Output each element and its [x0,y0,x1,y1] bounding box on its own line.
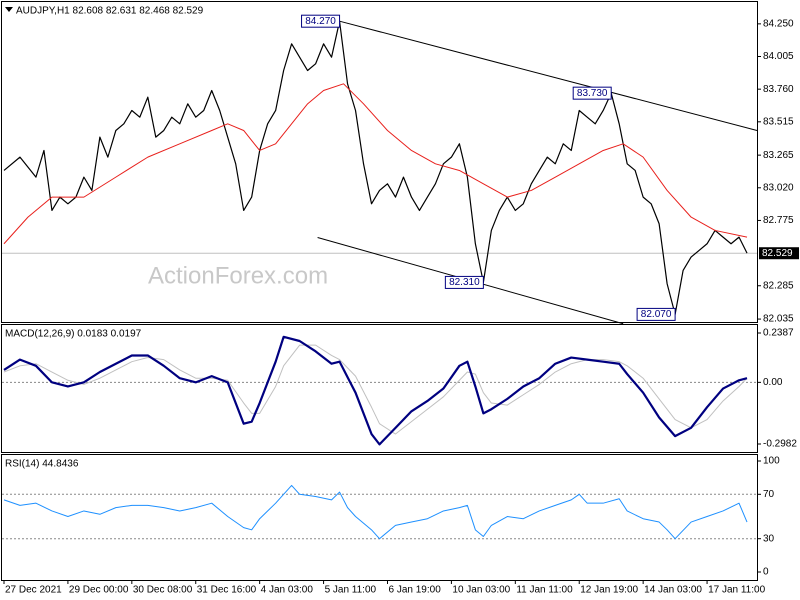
trendline [339,20,758,131]
y-tick-label: 83.515 [763,116,794,127]
x-tick-label: 5 Jan 11:00 [325,585,377,596]
panel-title: RSI(14) 44.8436 [5,459,79,470]
price-annotation: 84.270 [305,16,336,27]
x-tick-label: 31 Dec 16:00 [197,585,257,596]
x-tick-label: 6 Jan 19:00 [388,585,441,596]
y-tick-label: 0.00 [763,377,783,388]
x-tick-label: 4 Jan 03:00 [261,585,314,596]
series-line [3,335,748,446]
price-annotation: 83.730 [577,88,608,99]
x-tick-label: 27 Dec 2021 [5,585,62,596]
price-panel [1,1,758,323]
watermark: ActionForex.com [148,262,328,289]
x-tick-label: 17 Jan 11:00 [708,585,766,596]
price-annotation-box [301,14,341,28]
macd-panel [1,324,758,453]
y-tick-label: 0.2387 [763,328,794,339]
last-price-box [759,247,799,260]
y-tick-label: -0.2982 [763,439,797,450]
price-annotation-box [636,307,676,321]
y-tick-label: 82.285 [763,280,794,291]
series-line [3,20,748,316]
y-tick-label: 83.265 [763,150,794,161]
x-tick-label: 11 Jan 11:00 [516,585,573,596]
rsi-panel [1,454,758,581]
y-tick-label: 83.020 [763,182,794,193]
panel-title: MACD(12,26,9) 0.0183 0.0197 [5,329,142,340]
x-tick-label: 12 Jan 19:00 [580,585,638,596]
x-tick-label: 14 Jan 03:00 [644,585,702,596]
y-tick-label: 83.760 [763,84,794,95]
last-price-label: 82.529 [762,248,793,259]
y-tick-label: 70 [763,489,775,500]
price-annotation-box [444,275,484,289]
panel-title: AUDJPY,H1 82.608 82.631 82.468 82.529 [16,6,204,17]
x-tick-label: 29 Dec 00:00 [69,585,129,596]
price-annotation: 82.310 [449,277,480,288]
series-line [3,484,748,540]
price-annotation-box [572,86,612,100]
y-tick-label: 82.035 [763,314,794,325]
y-tick-label: 0 [763,567,769,578]
menu-icon [5,7,13,12]
price-annotation: 82.070 [641,309,672,320]
x-tick-label: 30 Dec 08:00 [133,585,193,596]
y-tick-label: 82.775 [763,215,794,226]
y-tick-label: 100 [763,456,780,467]
y-tick-label: 84.005 [763,51,794,62]
y-tick-label: 84.250 [763,18,794,29]
y-tick-label: 30 [763,533,775,544]
series-line [3,344,748,435]
x-tick-label: 10 Jan 03:00 [452,585,510,596]
series-line [3,83,748,245]
